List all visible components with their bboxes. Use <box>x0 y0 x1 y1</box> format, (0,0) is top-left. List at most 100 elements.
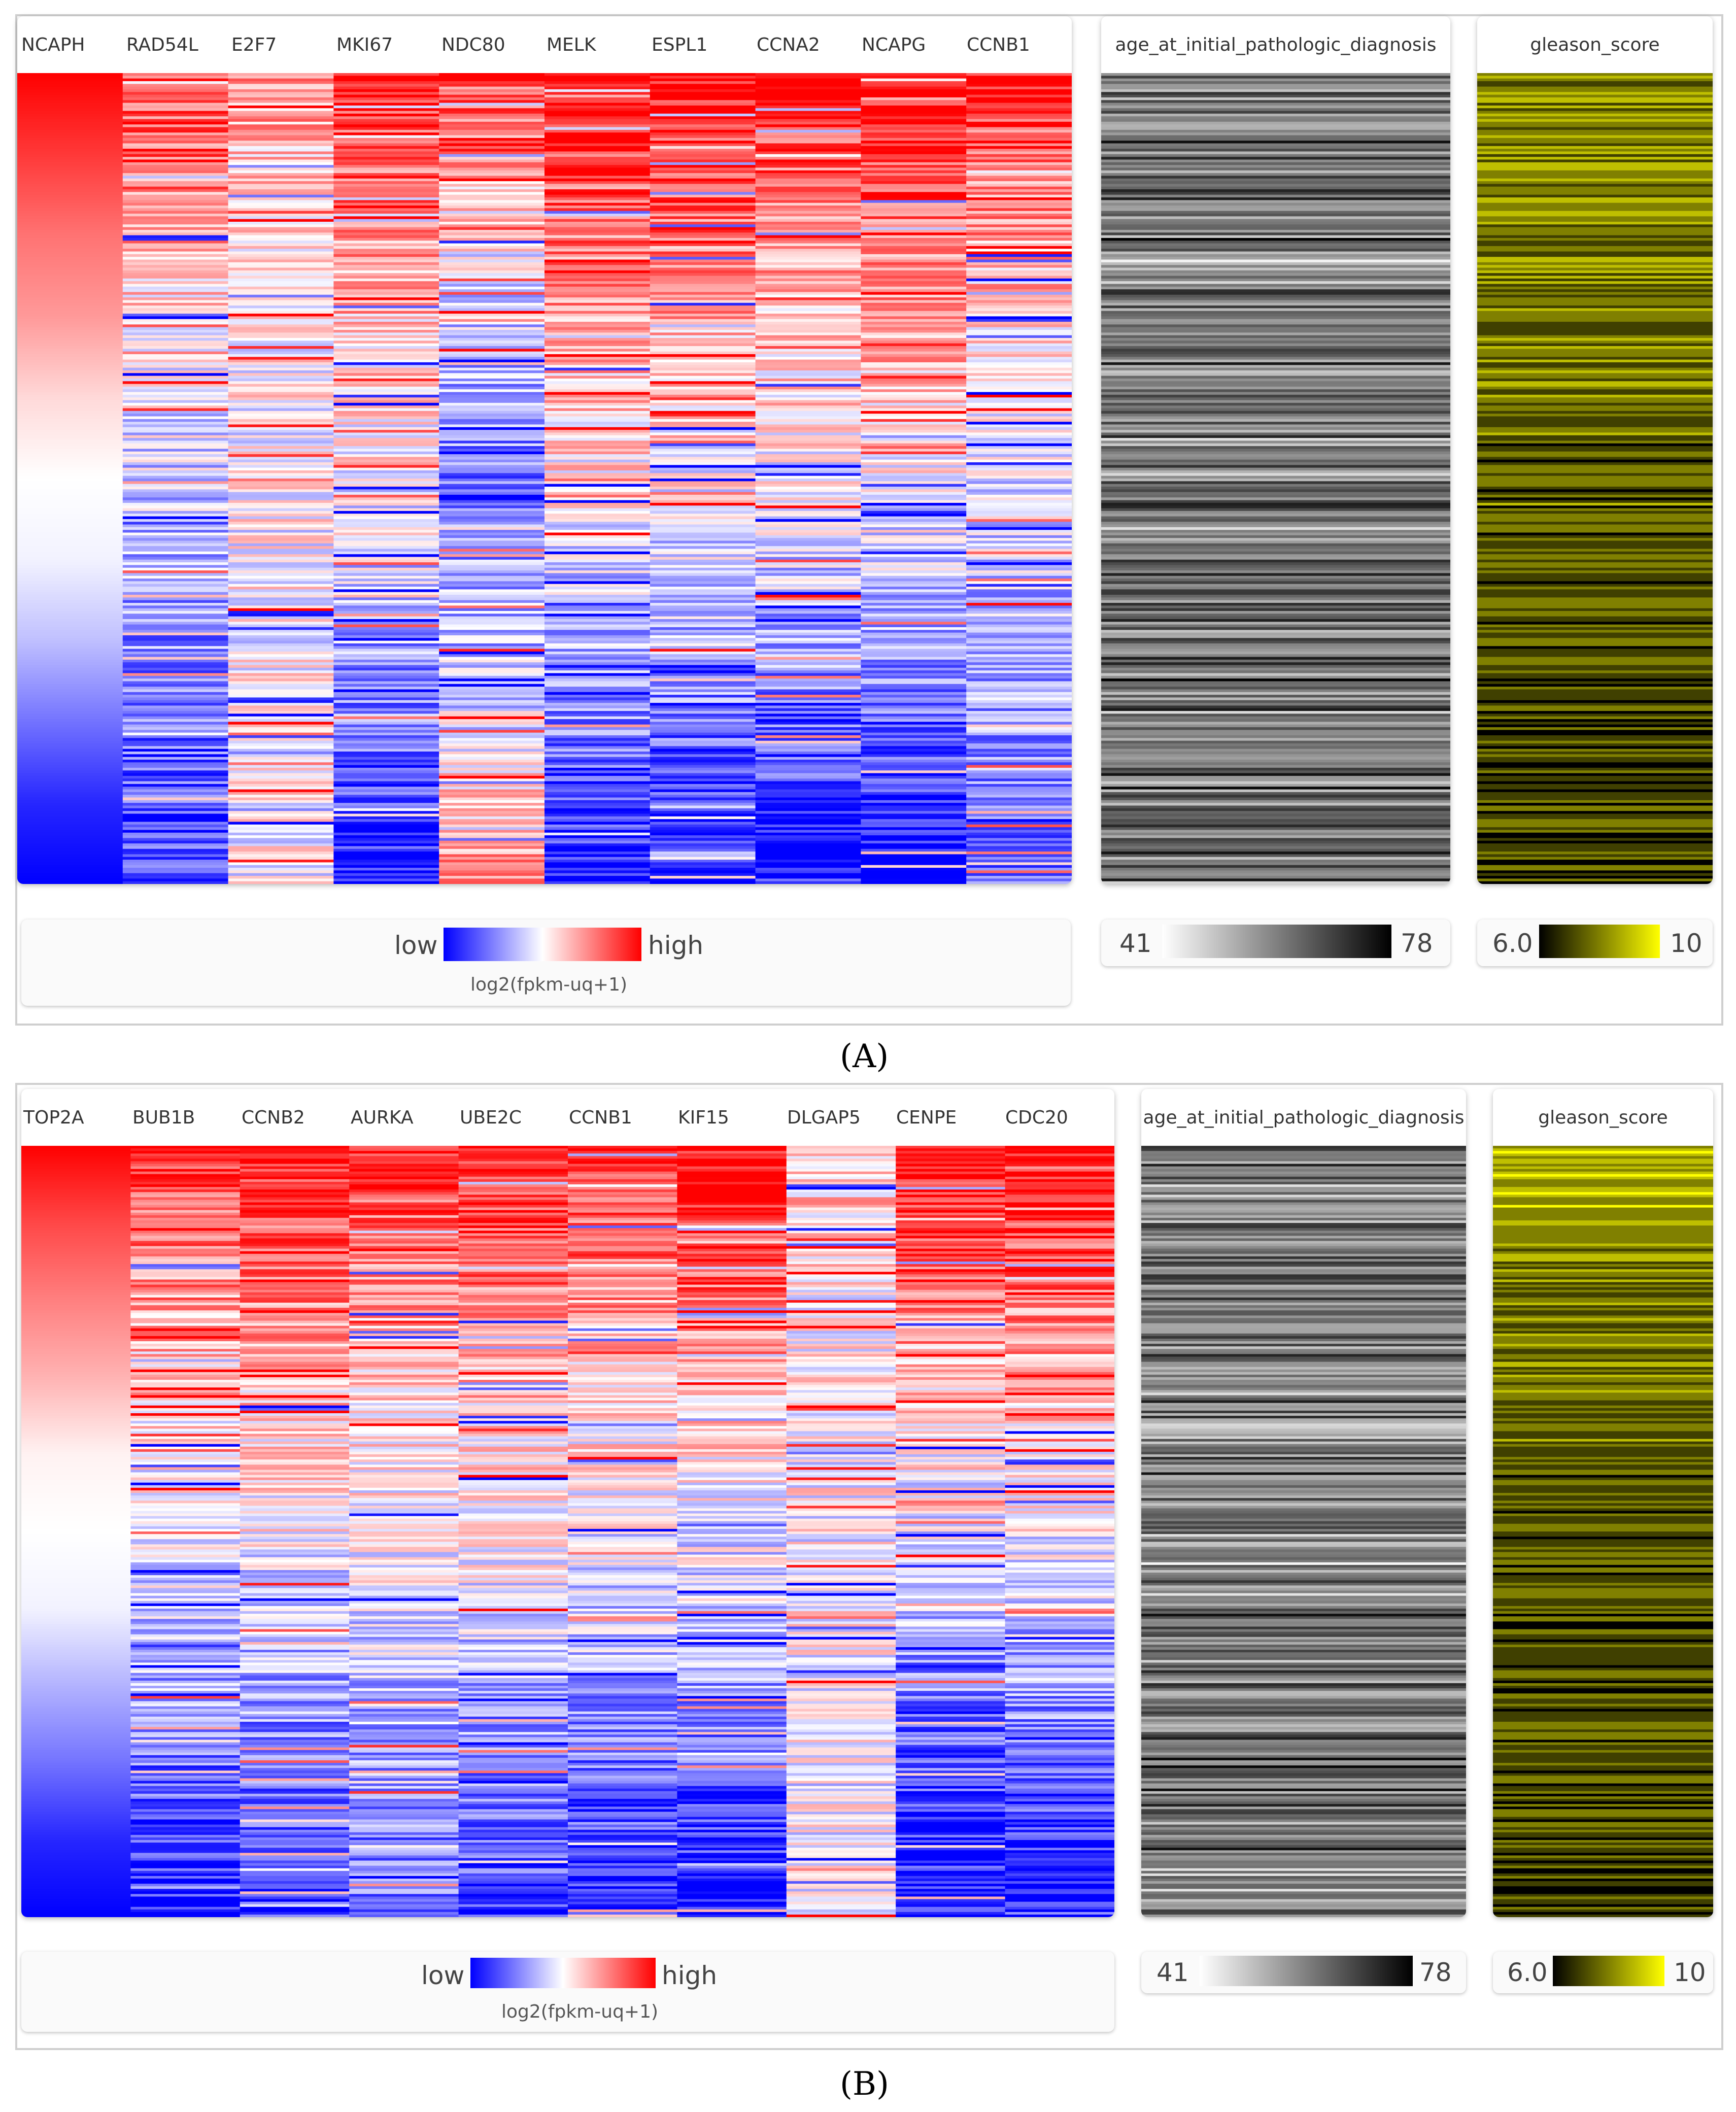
heatmap-cell-ESPL1 <box>650 184 756 187</box>
heatmap-cell-MELK <box>544 843 651 847</box>
gleason-cell <box>1477 781 1713 785</box>
heatmap-cell-RAD54L <box>122 435 229 438</box>
heatmap-cell-AURKA <box>349 1413 459 1416</box>
heatmap-cell-NCAPH <box>17 795 123 798</box>
heatmap-cell-NCAPH <box>17 587 123 590</box>
heatmap-cell-AURKA <box>349 1899 459 1902</box>
heatmap-cell-BUB1B <box>130 1262 241 1265</box>
heatmap-cell-CCNA2 <box>755 703 861 706</box>
heatmap-cell-NDC80 <box>439 300 545 303</box>
heatmap-cell-CCNB1 <box>966 854 1072 858</box>
heatmap-cell-TOP2A <box>21 1652 131 1655</box>
heatmap-cell-MKI67 <box>333 184 439 187</box>
heatmap-cell-NDC80 <box>439 135 545 139</box>
heatmap-cell-CCNA2 <box>755 557 861 560</box>
gleason-cell <box>1477 705 1713 709</box>
heatmap-cell-NDC80 <box>439 522 545 525</box>
heatmap-cell-MKI67 <box>333 419 439 422</box>
heatmap-cell-TOP2A <box>21 1909 131 1913</box>
heatmap-cell-TOP2A <box>21 1631 131 1635</box>
heatmap-cell-CCNB2 <box>240 1258 350 1262</box>
heatmap-cell-TOP2A <box>21 1351 131 1354</box>
heatmap-cell-CCNA2 <box>755 708 861 711</box>
heatmap-cell-NCAPG <box>861 332 967 336</box>
heatmap-cell-ESPL1 <box>650 384 756 387</box>
heatmap-cell-NCAPH <box>17 251 123 255</box>
heatmap-cell-NCAPH <box>17 803 123 806</box>
heatmap-cell-MELK <box>544 365 651 368</box>
heatmap-cell-NCAPG <box>861 543 967 547</box>
heatmap-cell-TOP2A <box>21 1493 131 1496</box>
age-cell <box>1101 622 1450 625</box>
heatmap-cell-CCNA2 <box>755 362 861 365</box>
heatmap-cell-AURKA <box>349 1760 459 1763</box>
heatmap-cell-CCNA2 <box>755 265 861 268</box>
heatmap-cell-RAD54L <box>122 108 229 112</box>
heatmap-cell-MKI67 <box>333 600 439 603</box>
gleason-cell <box>1477 378 1713 382</box>
heatmap-cell-ESPL1 <box>650 732 756 736</box>
heatmap-cell-CCNB2 <box>240 1704 350 1707</box>
age-cell <box>1101 848 1450 852</box>
heatmap-cell-TOP2A <box>21 1421 131 1424</box>
heatmap-cell-NCAPG <box>861 267 967 271</box>
heatmap-cell-CCNB1 <box>966 121 1072 125</box>
heatmap-cell-NCAPG <box>861 797 967 801</box>
heatmap-cell-NCAPG <box>861 297 967 301</box>
age-cell <box>1101 189 1450 192</box>
heatmap-cell-NCAPH <box>17 397 123 401</box>
heatmap-cell-CCNB2 <box>240 1462 350 1465</box>
heatmap-cell-BUB1B <box>130 1181 241 1185</box>
heatmap-cell-NDC80 <box>439 249 545 252</box>
heatmap-cell-MELK <box>544 703 651 706</box>
heatmap-cell-MELK <box>544 470 651 473</box>
heatmap-cell-CCNB2 <box>240 1361 350 1365</box>
heatmap-cell-AURKA <box>349 1770 459 1774</box>
heatmap-cell-RAD54L <box>122 170 229 174</box>
heatmap-cell-E2F7 <box>228 735 334 738</box>
heatmap-cell-NCAPG <box>861 573 967 576</box>
heatmap-cell-E2F7 <box>228 440 334 444</box>
heatmap-cell-CCNA2 <box>755 376 861 379</box>
gleason-track-a: gleason_score <box>1477 16 1713 884</box>
heatmap-cell-MKI67 <box>333 840 439 844</box>
heatmap-cell-RAD54L <box>122 138 229 141</box>
heatmap-cell-TOP2A <box>21 1148 131 1151</box>
heatmap-cell-BUB1B <box>130 1793 241 1797</box>
heatmap-cell-MELK <box>544 138 651 141</box>
heatmap-cell-RAD54L <box>122 532 229 536</box>
heatmap-cell-UBE2C <box>458 1382 568 1385</box>
heatmap-cell-CCNA2 <box>755 411 861 414</box>
heatmap-cell-MKI67 <box>333 78 439 82</box>
heatmap-cell-AURKA <box>349 1233 459 1236</box>
heatmap-cell-CCNB2 <box>240 1528 350 1532</box>
heatmap-cell-UBE2C <box>458 1303 568 1306</box>
age-cell <box>1101 619 1450 622</box>
heatmap-cell-BUB1B <box>130 1665 241 1668</box>
heatmap-cell-BUB1B <box>130 1151 241 1154</box>
heatmap-cell-RAD54L <box>122 759 229 763</box>
heatmap-cell-AURKA <box>349 1482 459 1486</box>
heatmap-cell-RAD54L <box>122 765 229 768</box>
heatmap-cell-RAD54L <box>122 619 229 622</box>
heatmap-cell-NDC80 <box>439 581 545 585</box>
heatmap-cell-TOP2A <box>21 1253 131 1257</box>
heatmap-cell-NCAPG <box>861 262 967 265</box>
heatmap-cell-AURKA <box>349 1619 459 1622</box>
heatmap-cell-ESPL1 <box>650 119 756 122</box>
heatmap-cell-NDC80 <box>439 206 545 209</box>
heatmap-cell-RAD54L <box>122 657 229 660</box>
heatmap-cell-TOP2A <box>21 1595 131 1599</box>
heatmap-cell-MKI67 <box>333 276 439 279</box>
heatmap-cell-CCNA2 <box>755 805 861 809</box>
heatmap-cell-NDC80 <box>439 419 545 422</box>
heatmap-cell-BUB1B <box>130 1642 241 1645</box>
heatmap-cell-CCNB1 <box>966 108 1072 112</box>
heatmap-cell-CCNB2 <box>240 1650 350 1653</box>
age-cell <box>1101 216 1450 220</box>
heatmap-cell-BUB1B <box>130 1258 241 1262</box>
heatmap-cell-MKI67 <box>333 854 439 858</box>
heatmap-cell-CCNB2 <box>240 1655 350 1658</box>
heatmap-cell-E2F7 <box>228 846 334 849</box>
heatmap-cell-AURKA <box>349 1174 459 1177</box>
